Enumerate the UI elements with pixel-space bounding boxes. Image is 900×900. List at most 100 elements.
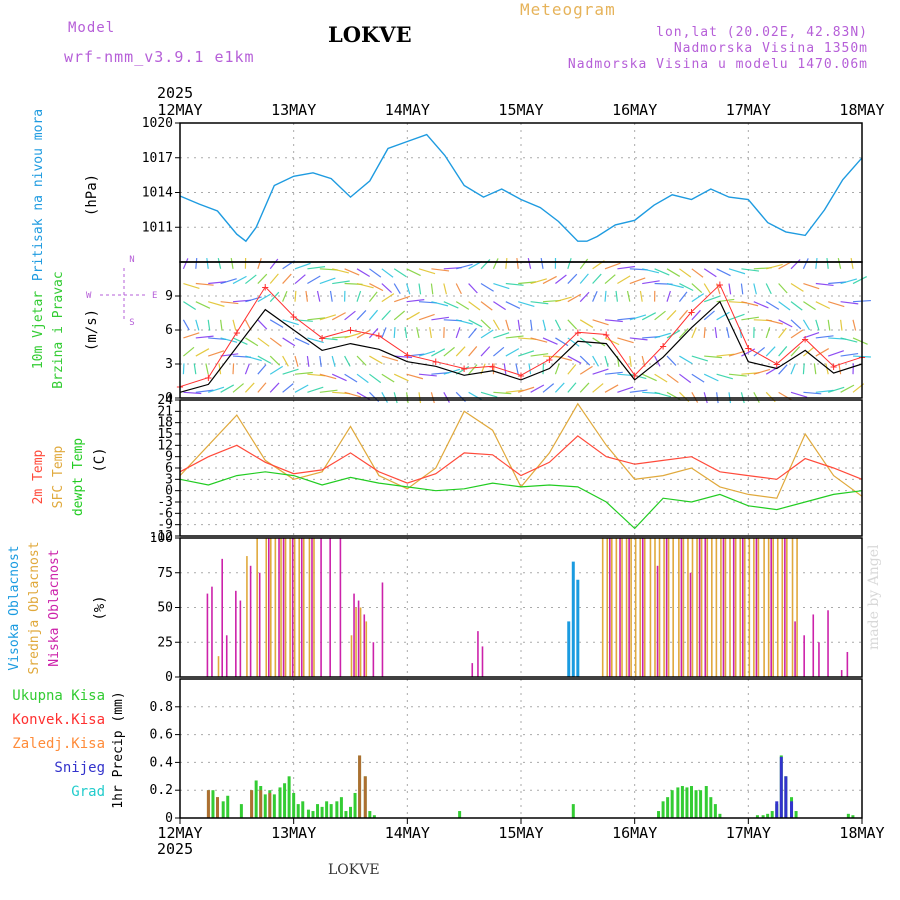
wind-arrow [294,384,309,393]
wind-arrow [518,281,537,285]
wind-arrow [802,319,811,331]
wind-arrow [766,319,783,325]
wind-arrow [518,386,535,393]
wind-arrow [431,301,449,307]
wind-gust-marker: + [205,371,212,385]
wind-arrow [753,301,769,309]
wind-arrow [480,329,494,339]
wind-arrow [554,382,565,393]
wind-arrow [393,268,407,278]
wind-arrow [691,293,705,303]
wind-arrow [305,290,309,302]
wind-arrow [505,282,524,286]
x-tick-label-top: 12MAY [157,101,202,119]
wind-arrow [542,337,558,345]
precip-bar [851,815,855,818]
wind-arrow [257,293,271,303]
wind-arrow [468,364,478,375]
wind-arrow [555,355,572,362]
wind-arrow [195,282,214,286]
wind-arrow [493,346,505,357]
wind-arrow [678,328,689,339]
wind-arrow [778,283,788,294]
wind-arrow [654,332,671,339]
wind-arrow [344,373,358,383]
wind-arrow [480,259,491,270]
wind-arrow [232,319,237,331]
y-tick-label: 15 [157,427,173,442]
wind-arrow [208,386,225,393]
station-elevation: Nadmorska Visina 1350m [673,41,868,56]
wind-arrow [726,327,730,339]
wind-arrow [716,311,730,321]
wind-arrow [455,327,461,339]
wind-arrow [182,258,189,270]
y-tick-label: -6 [157,506,173,521]
wind-arrow [369,373,382,384]
wind-arrow [220,278,237,285]
y-tick-label: 0 [165,670,173,685]
wind-arrow [728,350,746,357]
wind-arrow [418,283,422,295]
x-tick-label-bottom: 14MAY [385,824,430,842]
wind-arrow [220,353,239,357]
panel-frame [179,261,863,399]
wind-arrow [639,290,643,302]
wind-arrow [691,283,703,293]
x-year-bottom: 2025 [157,840,193,858]
wind-arrow [840,384,855,393]
wind-arrow [381,309,391,321]
wind-arrow [344,310,356,321]
precip-bar [239,804,243,818]
wind-arrow [307,317,326,321]
x-tick-label-top: 17MAY [726,101,771,119]
wind-arrow [294,337,310,346]
wind-arrow [654,373,668,383]
wind-arrow [790,363,796,375]
wind-arrow [579,319,594,328]
wind-arrow [306,355,310,367]
y-tick-label: 0 [165,811,173,826]
wind-arrow [567,293,582,303]
precip-legend-4: Grad [71,784,105,800]
precip-bar [718,813,722,818]
wind-arrow [393,283,401,295]
wind-arrow [691,309,701,321]
wind-arrow [232,383,244,393]
wind-arrow [629,373,647,380]
y-tick-label: 1011 [142,220,173,235]
precip-bar [211,790,215,818]
wind-arrow [207,319,211,331]
wind-arrow [505,335,524,339]
wind-arrow [244,382,255,393]
wind-arrow [368,328,379,339]
wind-arrow [691,268,704,278]
precip-bar [320,806,324,818]
precip-bar [349,806,352,818]
wind-arrow [554,363,560,375]
wind-arrow [195,257,198,269]
precip-bar [316,804,320,818]
wind-arrow [269,258,279,270]
wind-arrow [480,301,493,311]
cloud-unit: (%) [92,595,108,620]
wind-arrow [393,373,409,382]
wind-arrow [579,355,591,366]
wind-arrow [703,268,717,278]
panel-frame [179,537,863,678]
y-tick-label: 1014 [142,186,173,201]
wind-arrow [790,329,804,339]
precip-bar [339,797,343,818]
wind-arrow [654,391,672,398]
wind-arrow [703,373,719,382]
wind-arrow [468,346,478,357]
wind-arrow [356,282,374,289]
wind-arrow [319,355,322,367]
precip-legend-2: Zaledj.Kisa [12,736,105,752]
wind-arrow [193,363,197,375]
wind-arrow [183,301,197,311]
wind-arrow [716,283,721,295]
wind-gust-marker: + [631,368,638,382]
wind-arrow [852,276,868,285]
wind-arrow [592,383,604,393]
